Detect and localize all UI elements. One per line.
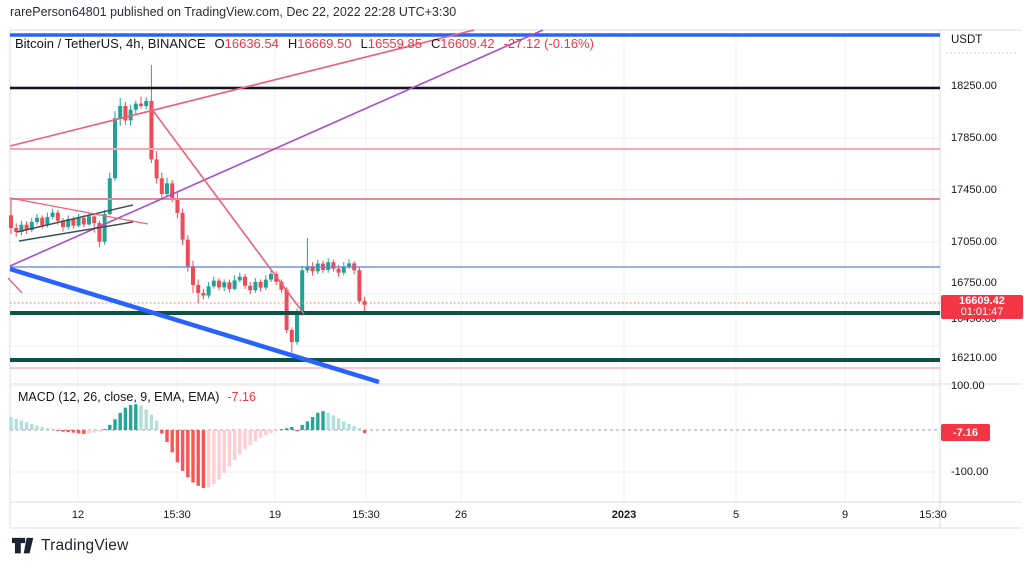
chart-legend[interactable]: Bitcoin / TetherUS, 4h, BINANCE O16636.5… [15, 36, 594, 51]
tradingview-logo-link[interactable]: TradingView [12, 537, 129, 555]
macd-title: MACD (12, 26, close, 9, EMA, EMA) [18, 390, 220, 404]
price-tick-label: 100.00 [951, 380, 985, 392]
time-tick-label: 12 [71, 509, 85, 521]
symbol-title[interactable]: Bitcoin / TetherUS, 4h, BINANCE [15, 36, 206, 51]
price-tick-label: -100.00 [951, 466, 989, 478]
macd-value: -7.16 [227, 390, 256, 404]
time-tick-label: 15:30 [352, 509, 380, 521]
tradingview-brand-text: TradingView [41, 537, 129, 554]
time-tick-label: 15:30 [163, 509, 191, 521]
price-tick-label: 17850.00 [951, 132, 997, 144]
price-tick-label: 17450.00 [951, 184, 997, 196]
attribution-text: rarePerson64801 published on TradingView… [10, 5, 457, 19]
tradingview-logo-icon [12, 537, 34, 554]
ohlc-open: O16636.54 [214, 36, 279, 51]
macd-value-badge: -7.16 [941, 424, 990, 441]
time-tick-label: 26 [454, 509, 468, 521]
price-tick-label: 16210.00 [951, 352, 997, 364]
change-value: -27.12 (-0.16%) [503, 36, 594, 51]
last-price-badge: 16609.42 01:01:47 [941, 295, 1023, 319]
price-tick-label: 18250.00 [951, 80, 997, 92]
price-tick-label: 16750.00 [951, 277, 997, 289]
time-tick-label: 19 [268, 509, 282, 521]
bar-countdown: 01:01:47 [960, 306, 1004, 318]
ohlc-close: C16609.42 [430, 36, 495, 51]
price-tick-label: 17050.00 [951, 236, 997, 248]
ohlc-low: L16559.85 [360, 36, 422, 51]
time-tick-label: 5 [732, 509, 740, 521]
ohlc-high: H16669.50 [287, 36, 352, 51]
time-tick-label: 2023 [611, 509, 637, 521]
macd-legend[interactable]: MACD (12, 26, close, 9, EMA, EMA) -7.16 [18, 390, 256, 404]
last-price-value: 16609.42 [959, 294, 1005, 307]
quote-currency-label: USDT [951, 34, 983, 46]
time-tick-label: 9 [841, 509, 849, 521]
time-tick-label: 15:30 [919, 509, 947, 521]
